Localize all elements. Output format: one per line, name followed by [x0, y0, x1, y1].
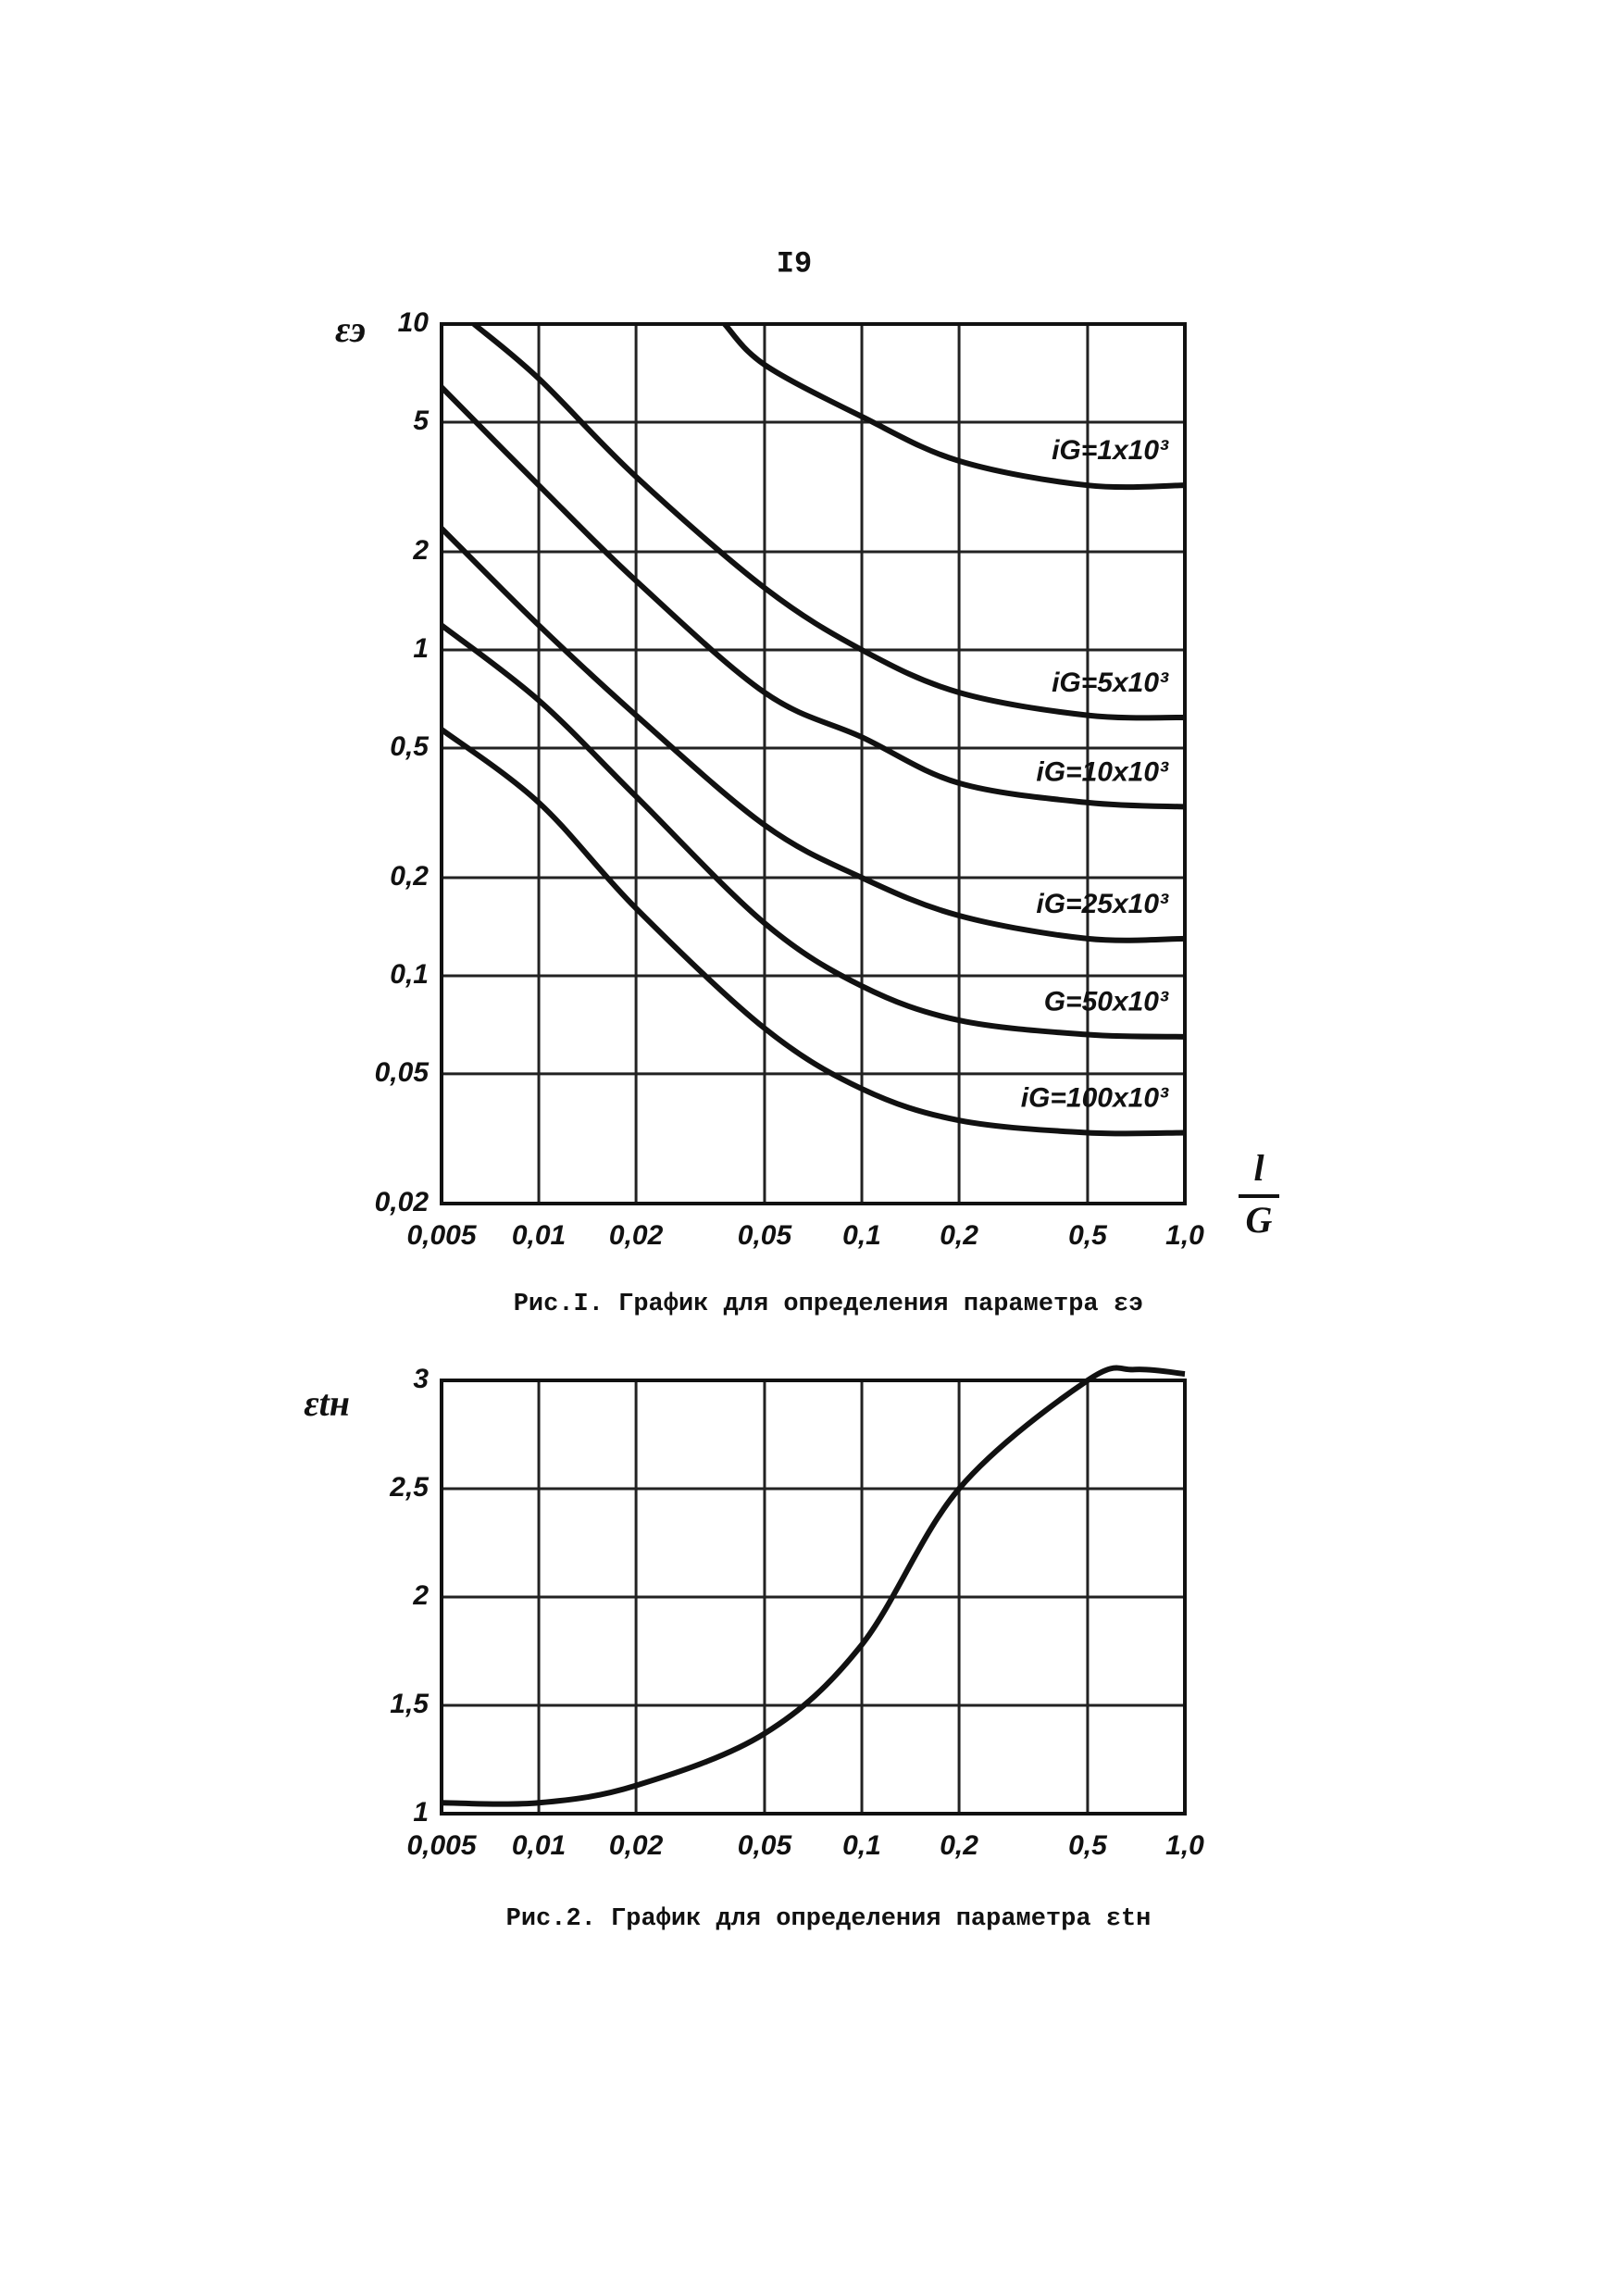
y-tick-label: 3 [413, 1364, 429, 1394]
x-tick-label: 0,5 [1068, 1220, 1108, 1251]
curve-label: iG=10x10³ [1036, 756, 1169, 787]
x-tick-label: 0,2 [940, 1220, 978, 1251]
y-tick-label: 0,05 [375, 1057, 430, 1088]
y-tick-label: 10 [398, 307, 430, 338]
y-axis-label: εtн [304, 1382, 350, 1424]
x-axis-label: G [1246, 1199, 1273, 1241]
y-tick-label: 0,5 [390, 731, 430, 762]
plot-frame [440, 322, 1187, 1205]
y-tick-label: 1 [413, 633, 429, 664]
x-tick-label: 0,1 [842, 1220, 881, 1251]
curve [722, 321, 1186, 491]
x-tick-label: 0,005 [406, 1830, 477, 1861]
page-number: I9 [777, 246, 812, 281]
curve [440, 623, 1186, 1040]
x-tick-label: 0,01 [512, 1220, 566, 1251]
x-tick-label: 0,05 [738, 1220, 793, 1251]
y-tick-label: 1 [413, 1797, 429, 1828]
caption: Рис.I. График для определения параметра … [514, 1291, 1144, 1318]
y-axis-label: εэ [335, 308, 366, 350]
curve [439, 385, 1186, 810]
x-tick-label: 0,05 [738, 1830, 793, 1861]
y-tick-label: 5 [413, 406, 430, 436]
x-tick-label: 0,01 [512, 1830, 566, 1861]
y-tick-label: 0,2 [390, 861, 429, 892]
x-tick-label: 0,02 [609, 1220, 664, 1251]
x-tick-label: 0,5 [1068, 1830, 1108, 1861]
y-tick-label: 2 [412, 1580, 429, 1611]
plot-frame [440, 1379, 1187, 1816]
curve-label: iG=25x10³ [1036, 889, 1169, 919]
curve-label: iG=1x10³ [1052, 435, 1169, 466]
caption: Рис.2. График для определения параметра … [506, 1905, 1152, 1933]
y-tick-label: 2 [412, 535, 429, 566]
curve-label: G=50x10³ [1044, 987, 1169, 1017]
x-tick-label: 0,1 [842, 1830, 881, 1861]
curve [440, 727, 1186, 1137]
x-tick-label: 0,2 [940, 1830, 978, 1861]
y-tick-label: 1,5 [390, 1689, 430, 1719]
curve [472, 321, 1186, 721]
curve [439, 526, 1186, 943]
x-tick-label: 0,02 [609, 1830, 664, 1861]
y-tick-label: 0,02 [375, 1187, 430, 1217]
curve-label: iG=5x10³ [1052, 668, 1169, 698]
x-tick-label: 0,005 [406, 1220, 477, 1251]
y-tick-label: 2,5 [389, 1472, 430, 1503]
x-axis-label: l [1253, 1147, 1264, 1189]
curve [441, 1365, 1186, 1807]
curve-label: iG=100x10³ [1021, 1082, 1169, 1113]
x-tick-label: 1,0 [1165, 1220, 1204, 1251]
y-tick-label: 0,1 [390, 959, 429, 990]
x-tick-label: 1,0 [1165, 1830, 1204, 1861]
